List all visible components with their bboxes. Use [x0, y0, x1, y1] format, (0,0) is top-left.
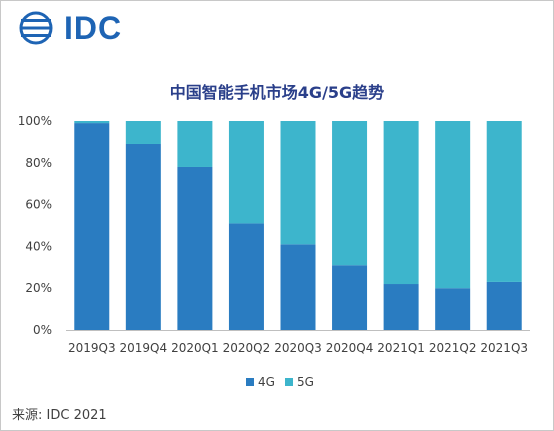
bar-5g-2020q4 [332, 121, 368, 266]
y-tick-label: 100% [18, 114, 52, 128]
y-tick-label: 60% [25, 198, 52, 212]
bar-4g-2019q3 [74, 123, 110, 330]
legend: 4G 5G [246, 375, 324, 389]
x-tick-label: 2019Q4 [120, 341, 168, 355]
bar-5g-2020q1 [177, 121, 213, 167]
x-tick-label: 2021Q2 [429, 341, 477, 355]
globe-icon [19, 11, 53, 45]
x-tick-label: 2021Q1 [377, 341, 425, 355]
legend-swatch-5g [284, 378, 293, 386]
bar-5g-2020q2 [228, 121, 264, 224]
x-tick-label: 2021Q3 [480, 341, 528, 355]
bar-4g-2020q2 [228, 223, 264, 330]
x-tick-label: 2019Q3 [68, 341, 116, 355]
bar-4g-2019q4 [125, 143, 161, 330]
legend-label-4g: 4G [258, 375, 275, 389]
bar-4g-2021q2 [435, 288, 471, 330]
legend-item-5g: 5G [284, 375, 314, 389]
legend-swatch-4g [246, 378, 254, 386]
source-note: 来源: IDC 2021 [12, 408, 107, 423]
legend-item-4g: 4G [246, 375, 275, 389]
bar-5g-2019q3 [74, 121, 110, 124]
bar-4g-2021q1 [383, 284, 419, 330]
bar-5g-2020q3 [280, 121, 316, 245]
legend-label-5g: 5G [296, 375, 314, 389]
bar-5g-2021q3 [486, 121, 522, 282]
y-tick-label: 40% [25, 239, 52, 253]
x-tick-label: 2020Q2 [223, 341, 271, 355]
x-tick-label: 2020Q4 [326, 341, 374, 355]
bar-4g-2020q3 [280, 244, 316, 330]
bar-4g-2021q3 [486, 281, 522, 330]
bar-5g-2021q1 [383, 121, 419, 285]
bar-5g-2019q4 [125, 121, 161, 144]
x-tick-label: 2020Q1 [171, 341, 219, 355]
y-tick-label: 80% [25, 156, 52, 170]
bar-4g-2020q4 [332, 265, 368, 330]
x-tick-label: 2020Q3 [274, 341, 322, 355]
y-tick-label: 0% [33, 323, 52, 337]
bar-4g-2020q1 [177, 166, 213, 330]
chart-title: 中国智能手机市场4G/5G趋势 [169, 83, 385, 102]
y-tick-label: 20% [25, 281, 52, 295]
logo-text: IDC [64, 10, 123, 46]
bar-5g-2021q2 [435, 121, 471, 289]
idc-logo: IDC [18, 10, 121, 46]
